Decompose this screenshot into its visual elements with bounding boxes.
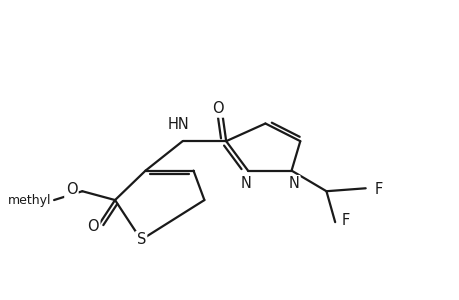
Text: O: O xyxy=(87,219,99,234)
Text: O: O xyxy=(211,101,223,116)
Text: N: N xyxy=(288,176,298,191)
Text: N: N xyxy=(240,176,251,191)
Text: HN: HN xyxy=(167,118,189,133)
Text: S: S xyxy=(136,232,146,247)
Text: O: O xyxy=(66,182,77,197)
Text: F: F xyxy=(341,213,349,228)
Text: methyl: methyl xyxy=(8,194,52,207)
Text: F: F xyxy=(374,182,382,197)
